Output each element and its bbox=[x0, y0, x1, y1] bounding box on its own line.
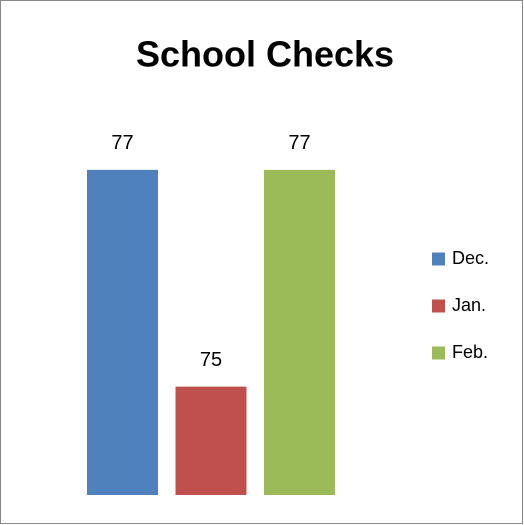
data-label: 75 bbox=[200, 349, 222, 371]
legend-swatch bbox=[432, 252, 445, 266]
legend-label: Dec. bbox=[452, 248, 489, 268]
bar bbox=[175, 386, 247, 495]
chart-title: School Checks bbox=[136, 34, 394, 75]
legend-label: Jan. bbox=[452, 295, 486, 315]
bar bbox=[87, 169, 158, 495]
data-label: 77 bbox=[288, 132, 310, 154]
legend-swatch bbox=[432, 299, 445, 313]
legend-label: Feb. bbox=[452, 342, 488, 362]
bar bbox=[264, 169, 335, 495]
data-label: 77 bbox=[111, 132, 133, 154]
legend-swatch bbox=[432, 346, 445, 360]
